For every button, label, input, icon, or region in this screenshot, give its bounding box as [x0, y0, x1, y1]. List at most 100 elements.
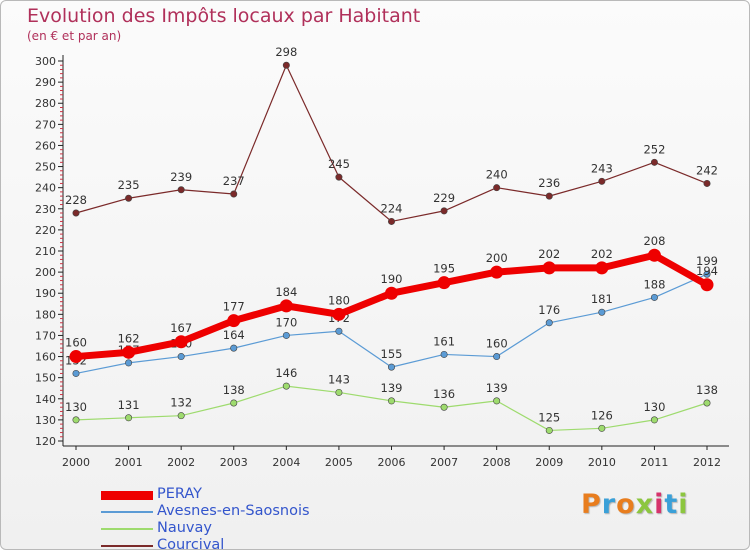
data-label: 184 [275, 285, 297, 299]
y-tick-label: 260 [35, 139, 56, 152]
legend-item: Avesnes-en-Saosnois [101, 503, 361, 521]
data-label: 138 [223, 383, 245, 397]
y-tick-label: 150 [35, 372, 56, 385]
data-point [493, 353, 501, 361]
y-tick-label: 190 [35, 287, 56, 300]
data-label: 239 [170, 170, 192, 184]
data-point [335, 327, 343, 335]
y-tick-label: 180 [35, 308, 56, 321]
legend-item: PERAY [101, 486, 361, 504]
data-point [125, 359, 133, 367]
data-label: 176 [538, 303, 560, 317]
x-tick-label: 2008 [483, 456, 511, 469]
logo-letter: i [678, 489, 689, 520]
data-point [493, 397, 501, 405]
data-label: 235 [118, 178, 140, 192]
legend-label: Nauvay [157, 520, 212, 536]
data-label: 181 [591, 292, 613, 306]
data-point [703, 270, 711, 278]
data-label: 170 [275, 315, 297, 329]
series-peray: 160 162 167 177 184 180 190 195 200 202 202 208 194 [65, 234, 718, 364]
data-label: 146 [275, 366, 297, 380]
data-label: 139 [381, 381, 403, 395]
data-point [282, 331, 290, 339]
data-label: 164 [223, 328, 245, 342]
data-label: 139 [486, 381, 508, 395]
logo-letter: i [654, 489, 665, 520]
y-tick-label: 200 [35, 266, 56, 279]
data-point [703, 399, 711, 407]
data-point [230, 344, 238, 352]
y-tick-label: 120 [35, 435, 56, 448]
data-label: 224 [381, 201, 403, 215]
data-label: 202 [591, 247, 613, 261]
y-tick-label: 280 [35, 97, 56, 110]
data-label: 162 [118, 331, 140, 345]
y-tick-label: 250 [35, 161, 56, 174]
data-point [490, 265, 504, 279]
data-label: 228 [65, 193, 87, 207]
data-label: 195 [433, 262, 455, 276]
x-tick-label: 2009 [535, 456, 563, 469]
y-tick-label: 270 [35, 118, 56, 131]
data-point [335, 173, 343, 181]
legend-swatch [101, 545, 153, 547]
y-tick-label: 160 [35, 351, 56, 364]
logo-letter: r [601, 489, 617, 520]
data-label: 245 [328, 157, 350, 171]
data-label: 167 [170, 321, 192, 335]
data-point [595, 261, 609, 275]
data-point [650, 158, 658, 166]
logo-letter: t [664, 489, 679, 520]
data-point [177, 412, 185, 420]
x-tick-label: 2000 [62, 456, 90, 469]
data-point [282, 382, 290, 390]
data-point [440, 207, 448, 215]
data-label: 252 [643, 142, 665, 156]
y-tick-label: 130 [35, 414, 56, 427]
logo-letter: x [635, 489, 655, 520]
data-point [545, 319, 553, 327]
data-label: 125 [538, 410, 560, 424]
data-point [72, 369, 80, 377]
data-point [72, 416, 80, 424]
data-point [650, 416, 658, 424]
data-point [282, 61, 290, 69]
legend-swatch [101, 528, 153, 530]
data-label: 188 [643, 277, 665, 291]
data-point [703, 179, 711, 187]
y-tick-label: 140 [35, 393, 56, 406]
y-tick-label: 220 [35, 224, 56, 237]
x-tick-label: 2004 [272, 456, 300, 469]
data-label: 243 [591, 161, 613, 175]
data-label: 160 [65, 336, 87, 350]
series-nauvay: 130 131 132 138 146 143 139 136 139 125 126 130 138 [65, 366, 718, 434]
chart-subtitle: (en € et par an) [27, 29, 122, 43]
data-point [125, 414, 133, 422]
legend-label: Avesnes-en-Saosnois [157, 503, 310, 519]
data-point [598, 177, 606, 185]
x-tick-label: 2012 [693, 456, 721, 469]
y-tick-label: 210 [35, 245, 56, 258]
proxiti-logo: Proxiti [581, 489, 689, 520]
data-point [332, 307, 346, 321]
data-point [177, 353, 185, 361]
data-label: 132 [170, 396, 192, 410]
data-label: 138 [696, 383, 718, 397]
data-point [125, 194, 133, 202]
data-point [177, 186, 185, 194]
data-point [700, 278, 714, 292]
data-label: 143 [328, 372, 350, 386]
data-point [387, 217, 395, 225]
data-point [650, 293, 658, 301]
data-label: 194 [696, 264, 718, 278]
data-point [542, 261, 556, 275]
x-tick-label: 2010 [588, 456, 616, 469]
series-line [75, 64, 708, 223]
data-label: 190 [381, 272, 403, 286]
legend-item: Nauvay [101, 520, 361, 538]
series-layer: 228 235 239 237 298 245 224 229 240 236 243 252 242 1… [65, 45, 718, 434]
data-label: 160 [486, 337, 508, 351]
